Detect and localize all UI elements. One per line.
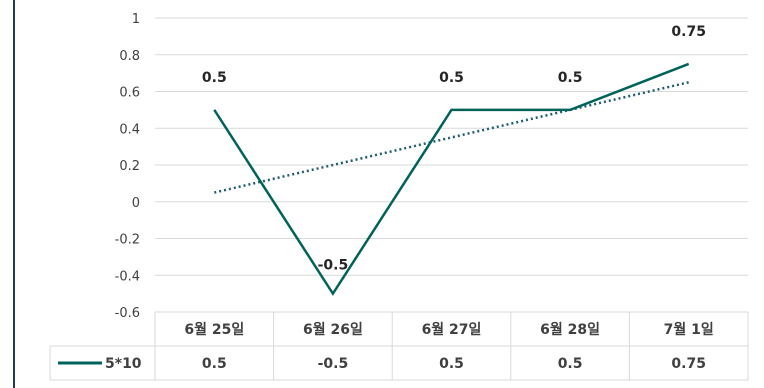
x-category-label: 6월 27일 (422, 321, 482, 338)
y-tick-label: 0.2 (119, 159, 140, 174)
x-category-label: 7월 1일 (664, 321, 714, 338)
y-tick-label: 0 (132, 196, 140, 211)
data-label: 0.5 (439, 70, 464, 86)
table-cell-value: 0.75 (671, 356, 706, 372)
y-tick-label: -0.4 (115, 269, 140, 284)
data-label: 0.5 (202, 70, 227, 86)
series-line-group (213, 62, 690, 296)
gridlines (155, 17, 748, 313)
y-tick-label: 0.6 (119, 86, 140, 101)
data-labels: 0.5 -0.5 0.5 0.5 0.75 (202, 24, 706, 274)
table-cell-value: -0.5 (318, 356, 349, 372)
y-tick-label: -0.2 (115, 233, 140, 248)
data-label: -0.5 (318, 258, 349, 274)
x-category-label: 6월 28일 (540, 321, 600, 338)
trendline (214, 81, 689, 194)
trendline-line (214, 81, 689, 194)
y-tick-label: -0.6 (115, 306, 140, 321)
table-cell-value: 0.5 (202, 356, 227, 372)
y-axis-ticks: 1 0.8 0.6 0.4 0.2 0 -0.2 -0.4 -0.6 (115, 12, 140, 321)
y-tick-label: 0.8 (119, 49, 140, 64)
series-line (213, 62, 690, 296)
data-table: 6월 25일 6월 26일 6월 27일 6월 28일 7월 1일 5*10 0.5 -0.5… (49, 311, 749, 381)
data-label: 0.75 (671, 24, 706, 40)
table-cell-value: 0.5 (439, 356, 464, 372)
x-category-label: 6월 25일 (184, 321, 244, 338)
y-tick-label: 0.4 (119, 122, 140, 137)
legend-series-name: 5*10 (105, 356, 142, 372)
data-label: 0.5 (558, 70, 583, 86)
y-tick-label: 1 (132, 12, 140, 27)
x-category-label: 6월 26일 (303, 321, 363, 338)
table-cell-value: 0.5 (558, 356, 583, 372)
